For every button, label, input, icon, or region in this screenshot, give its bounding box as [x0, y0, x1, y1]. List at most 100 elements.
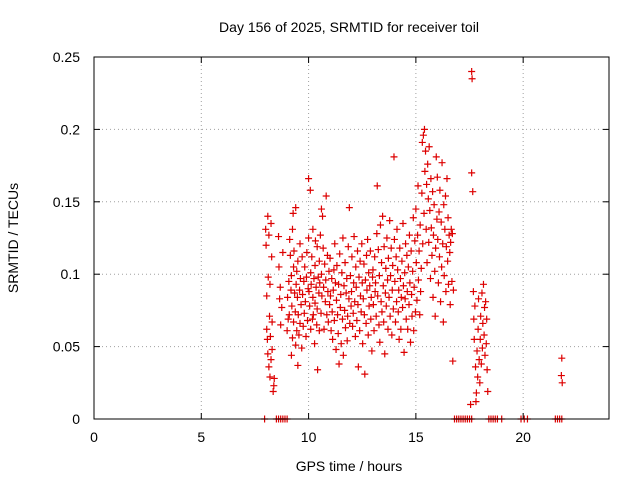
data-point: [371, 253, 379, 261]
data-point: [474, 325, 482, 333]
data-point: [447, 238, 455, 246]
data-point: [370, 327, 378, 335]
data-point: [382, 302, 390, 310]
data-point: [306, 186, 314, 194]
data-point: [321, 298, 329, 306]
data-point: [446, 248, 454, 256]
data-point: [338, 269, 346, 277]
data-point: [303, 248, 311, 256]
data-point: [329, 335, 337, 343]
data-point: [437, 218, 445, 226]
data-point: [300, 309, 308, 317]
data-point: [379, 282, 387, 290]
data-point: [322, 192, 330, 200]
data-point: [390, 235, 398, 243]
data-point: [425, 143, 433, 151]
data-point: [348, 253, 356, 261]
data-point: [354, 301, 362, 309]
data-point: [480, 331, 488, 339]
data-point: [265, 231, 273, 239]
data-point: [367, 293, 375, 301]
data-point: [292, 280, 300, 288]
data-point: [324, 318, 332, 326]
data-point: [266, 280, 274, 288]
data-point: [363, 251, 371, 259]
data-point: [264, 212, 272, 220]
data-point: [401, 295, 409, 303]
data-point: [401, 269, 409, 277]
data-point: [440, 201, 448, 209]
data-point: [434, 279, 442, 287]
data-point: [478, 289, 486, 297]
data-point: [394, 308, 402, 316]
data-point: [416, 221, 424, 229]
data-point: [420, 125, 428, 133]
data-point: [431, 312, 439, 320]
data-point: [293, 293, 301, 301]
data-point: [339, 234, 347, 242]
data-point: [413, 296, 421, 304]
data-point: [404, 325, 412, 333]
data-point: [292, 204, 300, 212]
data-point: [409, 267, 417, 275]
data-point: [319, 212, 327, 220]
data-point: [290, 263, 298, 271]
data-point: [287, 272, 295, 280]
data-point: [323, 311, 331, 319]
data-point: [349, 309, 357, 317]
data-point: [365, 302, 373, 310]
data-point: [449, 286, 457, 294]
y-tick-label: 0.15: [53, 194, 80, 210]
data-point: [391, 318, 399, 326]
y-tick-label: 0.05: [53, 339, 80, 355]
data-point: [290, 318, 298, 326]
data-point: [383, 234, 391, 242]
data-point: [476, 335, 484, 343]
y-tick-label: 0.2: [61, 121, 81, 137]
data-point: [410, 283, 418, 291]
data-point: [477, 312, 485, 320]
data-point: [442, 288, 450, 296]
data-point: [347, 302, 355, 310]
data-point: [359, 295, 367, 303]
data-point: [353, 317, 361, 325]
data-point: [331, 240, 339, 248]
data-point: [426, 275, 434, 283]
data-point: [295, 331, 303, 339]
data-point: [428, 251, 436, 259]
data-point: [388, 331, 396, 339]
data-point: [435, 208, 443, 216]
data-point: [396, 275, 404, 283]
data-point: [352, 263, 360, 271]
data-point: [288, 225, 296, 233]
data-point: [279, 248, 287, 256]
data-point: [416, 311, 424, 319]
data-point: [266, 373, 274, 381]
data-point: [468, 67, 476, 75]
data-point: [287, 286, 295, 294]
data-point: [277, 321, 285, 329]
data-point: [311, 237, 319, 245]
data-point: [477, 360, 485, 368]
data-point: [412, 259, 420, 267]
data-point: [482, 298, 490, 306]
chart-title: Day 156 of 2025, SRMTID for receiver toi…: [219, 19, 479, 35]
data-point: [351, 332, 359, 340]
data-point: [423, 259, 431, 267]
data-point: [389, 262, 397, 270]
data-point: [436, 186, 444, 194]
data-point: [278, 304, 286, 312]
data-point: [350, 279, 358, 287]
data-point: [301, 263, 309, 271]
data-point: [472, 398, 480, 406]
data-point: [368, 347, 376, 355]
data-point: [404, 263, 412, 271]
data-point: [315, 257, 323, 265]
data-point: [415, 247, 423, 255]
data-point: [407, 247, 415, 255]
data-point: [298, 253, 306, 261]
data-point: [362, 319, 370, 327]
data-point: [470, 315, 478, 323]
data-point: [409, 214, 417, 222]
